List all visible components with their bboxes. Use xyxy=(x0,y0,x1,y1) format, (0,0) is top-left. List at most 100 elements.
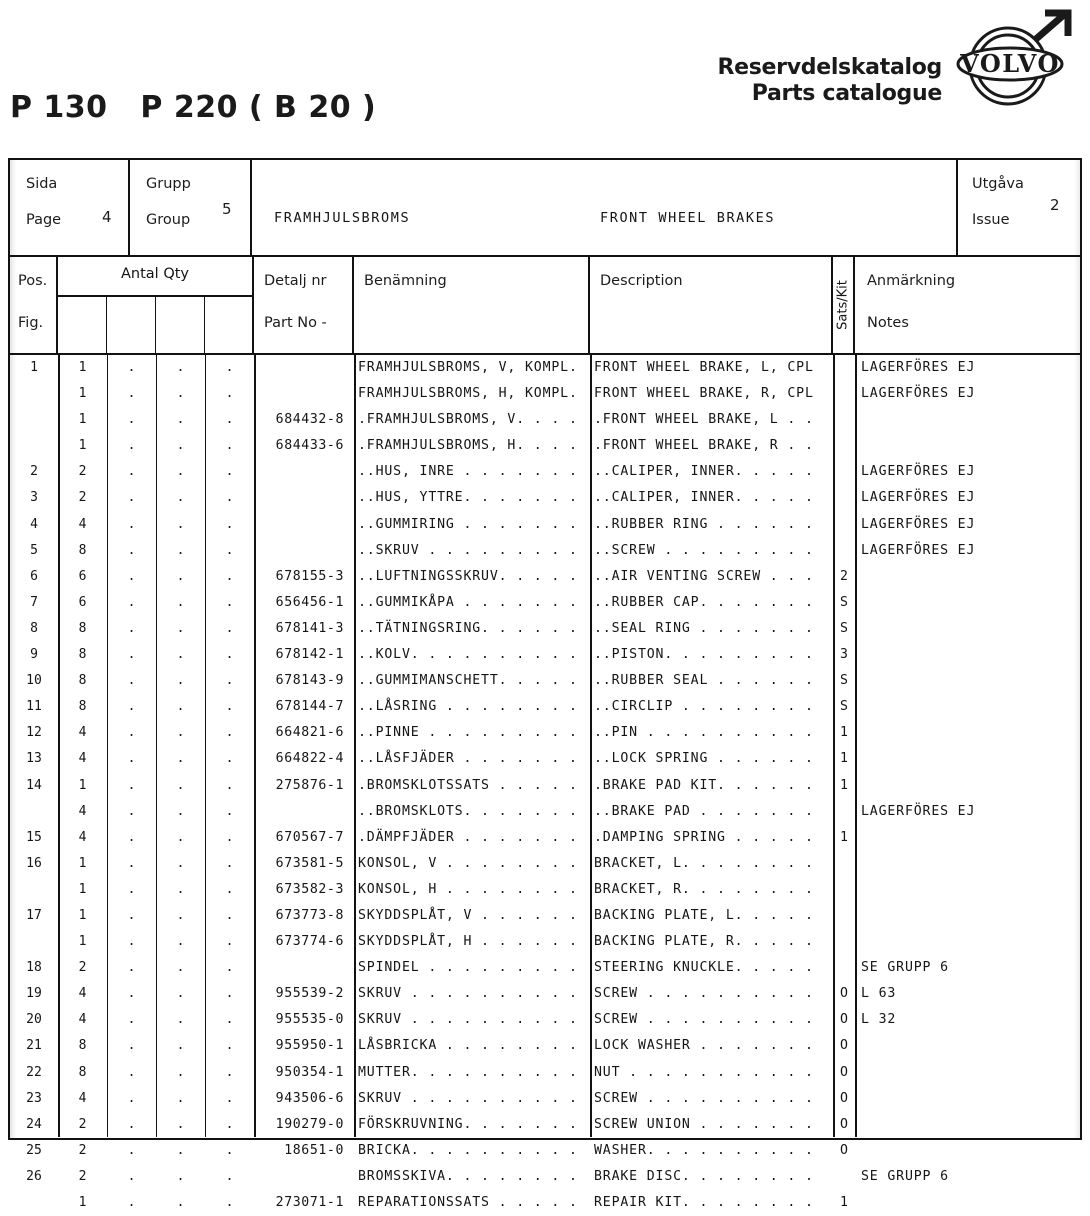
cell-part[interactable] xyxy=(254,1164,352,1190)
table-row[interactable]: 4... ..BROMSKLOTS. . . . . . . ..BRAKE PAD… xyxy=(10,799,1080,825)
table-row[interactable]: 1 1... FRAMHJULSBROMS, V, KOMPL. FRONT WHEE… xyxy=(10,355,1080,381)
qty-dot-marker-2: . xyxy=(176,855,185,871)
table-row[interactable]: 19 4... 955539-2 SKRUV . . . . . . . . . . S… xyxy=(10,981,1080,1007)
cell-part[interactable]: 684433-6 xyxy=(275,438,344,454)
cell-part[interactable] xyxy=(254,459,352,485)
cell-part[interactable]: 950354-1 xyxy=(275,1064,344,1080)
cell-qty: 4 xyxy=(78,751,87,767)
cell-part[interactable]: 678144-7 xyxy=(275,699,344,715)
cell-part[interactable]: 18651-0 xyxy=(284,1142,344,1158)
table-row[interactable]: 1... 673774-6 SKYDDSPLÅT, H . . . . . . BAC… xyxy=(10,929,1080,955)
cell-kit xyxy=(833,512,855,538)
table-row[interactable]: 15 4... 670567-7 .DÄMPFJÄDER . . . . . . ..… xyxy=(10,825,1080,851)
table-row[interactable]: 1... 273071-1 REPARATIONSSATS . . . . . REP… xyxy=(10,1190,1080,1216)
cell-sv: ..LUFTNINGSSKRUV. . . . . xyxy=(358,568,578,584)
table-row[interactable]: 5 8... ..SKRUV . . . . . . . . . ..SCREW . … xyxy=(10,538,1080,564)
cell-part[interactable] xyxy=(254,538,352,564)
cell-pos: 16 xyxy=(26,855,42,871)
cell-part[interactable]: 670567-7 xyxy=(275,829,344,845)
cell-note: SE GRUPP 6 xyxy=(861,960,949,976)
qty-dot-marker-2: . xyxy=(176,960,185,976)
qty-dot-marker-1: . xyxy=(127,568,136,584)
col-header-pos: Pos. Fig. xyxy=(10,257,58,353)
cell-qty: 8 xyxy=(78,542,87,558)
qty-dot-marker-2: . xyxy=(176,464,185,480)
table-row[interactable]: 4 4... ..GUMMIRING . . . . . . . ..RUBBER R… xyxy=(10,512,1080,538)
table-row[interactable]: 24 2... 190279-0 FÖRSKRUVNING. . . . . . . S… xyxy=(10,1112,1080,1138)
issue-label-sv: Utgåva xyxy=(972,176,1024,192)
cell-sv: .DÄMPFJÄDER . . . . . . . xyxy=(358,829,578,845)
table-row[interactable]: 3 2... ..HUS, YTTRE. . . . . . . ..CALIPER,… xyxy=(10,485,1080,511)
cell-note: LAGERFÖRES EJ xyxy=(861,490,976,506)
cell-part[interactable]: 955539-2 xyxy=(275,986,344,1002)
section-title-cell: FRAMHJULSBROMS FRONT WHEEL BRAKES xyxy=(252,160,956,255)
cell-part[interactable]: 275876-1 xyxy=(275,777,344,793)
cell-qty: 6 xyxy=(78,594,87,610)
cell-part[interactable]: 190279-0 xyxy=(275,1116,344,1132)
table-row[interactable]: 23 4... 943506-6 SKRUV . . . . . . . . . . S… xyxy=(10,1086,1080,1112)
table-row[interactable]: 13 4... 664822-4 ..LÅSFJÄDER . . . . . . ..… xyxy=(10,746,1080,772)
cell-part[interactable]: 678141-3 xyxy=(275,620,344,636)
cell-part[interactable] xyxy=(254,355,352,381)
qty-dot-marker-3: . xyxy=(225,386,234,402)
cell-part[interactable]: 664822-4 xyxy=(275,751,344,767)
cell-part[interactable] xyxy=(254,381,352,407)
table-row[interactable]: 7 6... 656456-1 ..GUMMIKÅPA . . . . . . ...… xyxy=(10,590,1080,616)
table-row[interactable]: 21 8... 955950-1 LÅSBRICKA . . . . . . . . L… xyxy=(10,1033,1080,1059)
qty-dot-marker-1: . xyxy=(127,699,136,715)
cell-part[interactable]: 673774-6 xyxy=(275,934,344,950)
table-row[interactable]: 14 1... 275876-1 .BROMSKLOTSSATS . . . . ..… xyxy=(10,773,1080,799)
cell-part[interactable]: 943506-6 xyxy=(275,1090,344,1106)
cell-part[interactable]: 678155-3 xyxy=(275,568,344,584)
cell-part[interactable] xyxy=(254,485,352,511)
cell-pos xyxy=(10,381,58,407)
table-row[interactable]: 8 8... 678141-3 ..TÄTNINGSRING. . . . . ...… xyxy=(10,616,1080,642)
cell-part[interactable]: 656456-1 xyxy=(275,594,344,610)
cell-part[interactable]: 955535-0 xyxy=(275,1012,344,1028)
cell-part[interactable]: 673773-8 xyxy=(275,907,344,923)
cell-part[interactable]: 955950-1 xyxy=(275,1038,344,1054)
table-row[interactable]: 20 4... 955535-0 SKRUV . . . . . . . . . . S… xyxy=(10,1007,1080,1033)
cell-part[interactable] xyxy=(254,512,352,538)
table-row[interactable]: 22 8... 950354-1 MUTTER. . . . . . . . . . N… xyxy=(10,1060,1080,1086)
cell-part[interactable] xyxy=(254,955,352,981)
table-row[interactable]: 6 6... 678155-3 ..LUFTNINGSSKRUV. . . . ...… xyxy=(10,564,1080,590)
col-header-pos-en: Fig. xyxy=(18,315,44,331)
table-row[interactable]: 12 4... 664821-6 ..PINNE . . . . . . . . ..… xyxy=(10,720,1080,746)
cell-kit: 2 xyxy=(840,568,848,584)
cell-part[interactable] xyxy=(254,799,352,825)
cell-kit xyxy=(833,929,855,955)
cell-sv: FRAMHJULSBROMS, H, KOMPL. xyxy=(358,386,578,402)
table-row[interactable]: 1... 684432-8 .FRAMHJULSBROMS, V. . . . .FR… xyxy=(10,407,1080,433)
table-row[interactable]: 25 2... 18651-0 BRICKA. . . . . . . . . . WA… xyxy=(10,1138,1080,1164)
table-row[interactable]: 16 1... 673581-5 KONSOL, V . . . . . . . . B… xyxy=(10,851,1080,877)
table-row[interactable]: 2 2... ..HUS, INRE . . . . . . . ..CALIPER,… xyxy=(10,459,1080,485)
cell-kit: 1 xyxy=(840,829,848,845)
cell-pos: 21 xyxy=(26,1038,42,1054)
table-row[interactable]: 1... 673582-3 KONSOL, H . . . . . . . . BRA… xyxy=(10,877,1080,903)
qty-dot-marker-2: . xyxy=(176,542,185,558)
table-row[interactable]: 9 8... 678142-1 ..KOLV. . . . . . . . . ...… xyxy=(10,642,1080,668)
group-label-en: Group xyxy=(146,212,191,228)
table-row[interactable]: 1... 684433-6 .FRAMHJULSBROMS, H. . . . .FR… xyxy=(10,433,1080,459)
cell-part[interactable]: 273071-1 xyxy=(275,1195,344,1210)
page-value: 4 xyxy=(102,208,112,226)
table-row[interactable]: 26 2... BROMSSKIVA. . . . . . . . BRAKE DIS… xyxy=(10,1164,1080,1190)
cell-kit: O xyxy=(840,1142,848,1158)
cell-qty: 1 xyxy=(78,360,87,375)
cell-part[interactable]: 673582-3 xyxy=(275,881,344,897)
table-row[interactable]: 10 8... 678143-9 ..GUMMIMANSCHETT. . . . ..… xyxy=(10,668,1080,694)
cell-part[interactable]: 678142-1 xyxy=(275,647,344,663)
table-row[interactable]: 1... FRAMHJULSBROMS, H, KOMPL. FRONT WHEEL… xyxy=(10,381,1080,407)
cell-part[interactable]: 664821-6 xyxy=(275,725,344,741)
parts-row-list: 1 1... FRAMHJULSBROMS, V, KOMPL. FRONT WHEE… xyxy=(10,355,1080,1210)
cell-part[interactable]: 678143-9 xyxy=(275,673,344,689)
table-row[interactable]: 11 8... 678144-7 ..LÅSRING . . . . . . . ..… xyxy=(10,694,1080,720)
cell-sv: FRAMHJULSBROMS, V, KOMPL. xyxy=(358,360,578,375)
table-row[interactable]: 17 1... 673773-8 SKYDDSPLÅT, V . . . . . . B… xyxy=(10,903,1080,929)
table-row[interactable]: 18 2... SPINDEL . . . . . . . . . STEERING … xyxy=(10,955,1080,981)
cell-part[interactable]: 673581-5 xyxy=(275,855,344,871)
qty-dot-marker-3: . xyxy=(225,490,234,506)
qty-dot-marker-2: . xyxy=(176,934,185,950)
cell-part[interactable]: 684432-8 xyxy=(275,412,344,428)
